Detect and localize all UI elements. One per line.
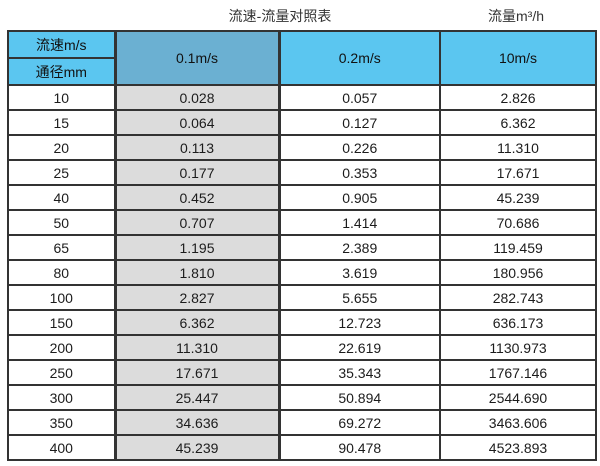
flow-value-cell: 90.478 [278,434,441,461]
flow-value-cell: 6.362 [439,109,597,136]
flow-value-cell: 119.459 [439,234,597,261]
diameter-cell: 150 [7,309,116,336]
table-row: 15 0.064 0.127 6.362 [7,109,597,136]
table-row: 250 17.671 35.343 1767.146 [7,359,597,386]
flow-value-cell: 70.686 [439,209,597,236]
diameter-cell: 200 [7,334,116,361]
flow-value-cell: 0.905 [278,184,441,211]
diameter-cell: 40 [7,184,116,211]
flow-value-cell: 0.028 [113,84,281,111]
flow-value-cell: 11.310 [439,134,597,161]
flow-value-cell: 3463.606 [439,409,597,436]
flow-value-cell: 12.723 [278,309,441,336]
diameter-cell: 65 [7,234,116,261]
flow-value-cell: 180.956 [439,259,597,286]
diameter-cell: 10 [7,84,116,111]
table-body: 10 0.028 0.057 2.826 15 0.064 0.127 6.362 20 0.11… [7,84,597,461]
flow-unit-label: 流量m³/h [488,8,544,24]
flow-value-cell: 35.343 [278,359,441,386]
table-header: 流速m/s 0.1m/s 0.2m/s 10m/s 通径mm [7,30,597,86]
flow-value-cell: 1767.146 [439,359,597,386]
table-title: 流速-流量对照表 [228,8,332,24]
flow-value-cell: 1.810 [113,259,281,286]
table-row: 25 0.177 0.353 17.671 [7,159,597,186]
flow-value-cell: 2.389 [278,234,441,261]
header-col-0.1ms: 0.1m/s [113,30,281,86]
flow-value-cell: 636.173 [439,309,597,336]
flow-value-cell: 5.655 [278,284,441,311]
flow-value-cell: 1.195 [113,234,281,261]
flow-value-cell: 25.447 [113,384,281,411]
flow-value-cell: 0.707 [113,209,281,236]
flow-value-cell: 17.671 [113,359,281,386]
diameter-cell: 250 [7,359,116,386]
table-row: 10 0.028 0.057 2.826 [7,84,597,111]
flow-value-cell: 45.239 [439,184,597,211]
table-row: 400 45.239 90.478 4523.893 [7,434,597,461]
flow-value-cell: 45.239 [113,434,281,461]
flow-value-cell: 0.452 [113,184,281,211]
table-row: 40 0.452 0.905 45.239 [7,184,597,211]
flow-value-cell: 6.362 [113,309,281,336]
flow-value-cell: 69.272 [278,409,441,436]
diameter-cell: 400 [7,434,116,461]
flow-value-cell: 0.113 [113,134,281,161]
flow-value-cell: 0.226 [278,134,441,161]
header-velocity-label: 流速m/s [7,30,116,59]
flow-value-cell: 2.826 [439,84,597,111]
flow-value-cell: 0.057 [278,84,441,111]
diameter-cell: 100 [7,284,116,311]
flow-value-cell: 22.619 [278,334,441,361]
header-col-10ms: 10m/s [439,30,597,86]
flow-value-cell: 0.177 [113,159,281,186]
flow-value-cell: 0.353 [278,159,441,186]
table-row: 200 11.310 22.619 1130.973 [7,334,597,361]
table-row: 350 34.636 69.272 3463.606 [7,409,597,436]
diameter-cell: 15 [7,109,116,136]
diameter-cell: 80 [7,259,116,286]
flow-value-cell: 0.127 [278,109,441,136]
flow-value-cell: 1.414 [278,209,441,236]
flow-value-cell: 2544.690 [439,384,597,411]
velocity-flow-table: 流速m/s 0.1m/s 0.2m/s 10m/s 通径mm 10 0.028 0.… [7,30,597,461]
flow-value-cell: 3.619 [278,259,441,286]
diameter-cell: 20 [7,134,116,161]
diameter-cell: 350 [7,409,116,436]
diameter-cell: 50 [7,209,116,236]
flow-value-cell: 17.671 [439,159,597,186]
flow-value-cell: 50.894 [278,384,441,411]
diameter-cell: 25 [7,159,116,186]
flow-value-cell: 0.064 [113,109,281,136]
flow-value-cell: 4523.893 [439,434,597,461]
table-row: 50 0.707 1.414 70.686 [7,209,597,236]
header-col-0.2ms: 0.2m/s [278,30,441,86]
flow-value-cell: 34.636 [113,409,281,436]
diameter-cell: 300 [7,384,116,411]
table-row: 100 2.827 5.655 282.743 [7,284,597,311]
table-row: 150 6.362 12.723 636.173 [7,309,597,336]
flow-value-cell: 282.743 [439,284,597,311]
table-row: 65 1.195 2.389 119.459 [7,234,597,261]
table-row: 300 25.447 50.894 2544.690 [7,384,597,411]
flow-value-cell: 11.310 [113,334,281,361]
table-row: 80 1.810 3.619 180.956 [7,259,597,286]
flow-value-cell: 2.827 [113,284,281,311]
flow-value-cell: 1130.973 [439,334,597,361]
header-diameter-label: 通径mm [7,57,116,86]
table-row: 20 0.113 0.226 11.310 [7,134,597,161]
